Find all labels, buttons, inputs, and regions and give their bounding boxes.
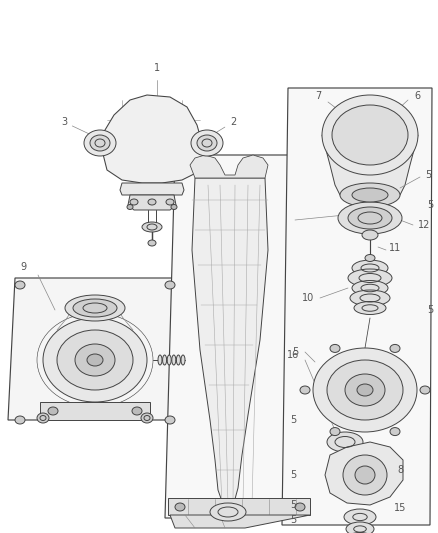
Polygon shape	[282, 88, 432, 525]
Text: 5: 5	[290, 515, 296, 525]
Ellipse shape	[327, 360, 403, 420]
Ellipse shape	[390, 427, 400, 435]
Text: 5: 5	[290, 415, 296, 425]
Text: 1: 1	[154, 63, 160, 73]
Polygon shape	[8, 278, 190, 420]
Ellipse shape	[343, 455, 387, 495]
Ellipse shape	[37, 413, 49, 423]
Ellipse shape	[365, 254, 375, 262]
Ellipse shape	[354, 302, 386, 314]
Ellipse shape	[177, 355, 180, 365]
Ellipse shape	[352, 188, 388, 202]
Ellipse shape	[73, 299, 117, 317]
Polygon shape	[168, 498, 310, 515]
Ellipse shape	[90, 135, 110, 151]
Ellipse shape	[148, 199, 156, 205]
Ellipse shape	[338, 202, 402, 234]
Ellipse shape	[127, 205, 133, 209]
Ellipse shape	[148, 240, 156, 246]
Ellipse shape	[57, 330, 133, 390]
Ellipse shape	[357, 384, 373, 396]
Polygon shape	[190, 155, 268, 178]
Ellipse shape	[130, 199, 138, 205]
Ellipse shape	[65, 295, 125, 321]
Ellipse shape	[191, 130, 223, 156]
Text: 5: 5	[425, 170, 431, 180]
Ellipse shape	[141, 413, 153, 423]
Ellipse shape	[313, 348, 417, 432]
Ellipse shape	[210, 503, 246, 521]
Ellipse shape	[166, 199, 174, 205]
Ellipse shape	[15, 281, 25, 289]
Ellipse shape	[330, 427, 340, 435]
Ellipse shape	[330, 344, 340, 352]
Ellipse shape	[332, 105, 408, 165]
Text: 13: 13	[368, 205, 380, 215]
Text: 3: 3	[61, 117, 99, 139]
Ellipse shape	[75, 344, 115, 376]
Ellipse shape	[295, 503, 305, 511]
Text: 10: 10	[302, 293, 314, 303]
Text: 5: 5	[427, 305, 433, 315]
Ellipse shape	[175, 503, 185, 511]
Ellipse shape	[362, 230, 378, 240]
Text: 5: 5	[292, 347, 298, 357]
Ellipse shape	[350, 290, 390, 306]
Text: 15: 15	[394, 503, 406, 513]
Ellipse shape	[48, 407, 58, 415]
Text: 5: 5	[290, 500, 296, 510]
Ellipse shape	[346, 522, 374, 533]
Ellipse shape	[172, 355, 176, 365]
Ellipse shape	[165, 281, 175, 289]
Ellipse shape	[15, 416, 25, 424]
Polygon shape	[128, 195, 176, 210]
Ellipse shape	[390, 344, 400, 352]
Text: 6: 6	[414, 91, 420, 101]
Text: 2: 2	[206, 117, 236, 139]
Text: 16: 16	[287, 350, 299, 360]
Ellipse shape	[340, 183, 400, 207]
Ellipse shape	[132, 407, 142, 415]
Ellipse shape	[420, 386, 430, 394]
Ellipse shape	[345, 374, 385, 406]
Polygon shape	[102, 95, 204, 183]
Polygon shape	[165, 155, 308, 518]
Ellipse shape	[43, 318, 147, 402]
Ellipse shape	[327, 432, 363, 452]
Ellipse shape	[344, 509, 376, 525]
Ellipse shape	[352, 280, 388, 295]
Ellipse shape	[348, 207, 392, 229]
Text: 7: 7	[315, 91, 321, 101]
Polygon shape	[170, 515, 310, 528]
Ellipse shape	[197, 135, 217, 151]
Ellipse shape	[167, 355, 171, 365]
Polygon shape	[322, 135, 418, 195]
Text: 8: 8	[397, 465, 403, 475]
Text: 9: 9	[20, 262, 26, 272]
Text: 5: 5	[427, 200, 433, 210]
Ellipse shape	[165, 416, 175, 424]
Ellipse shape	[352, 260, 388, 276]
Text: 12: 12	[418, 220, 430, 230]
Text: 5: 5	[290, 470, 296, 480]
Ellipse shape	[87, 354, 103, 366]
Polygon shape	[120, 183, 184, 195]
Polygon shape	[325, 442, 403, 505]
Ellipse shape	[158, 355, 162, 365]
Ellipse shape	[181, 355, 185, 365]
Ellipse shape	[355, 466, 375, 484]
Ellipse shape	[162, 355, 166, 365]
Ellipse shape	[84, 130, 116, 156]
Polygon shape	[40, 402, 150, 420]
Ellipse shape	[171, 205, 177, 209]
Ellipse shape	[300, 386, 310, 394]
Ellipse shape	[322, 95, 418, 175]
Polygon shape	[192, 178, 268, 510]
Ellipse shape	[142, 222, 162, 232]
Ellipse shape	[348, 269, 392, 287]
Text: 11: 11	[389, 243, 401, 253]
